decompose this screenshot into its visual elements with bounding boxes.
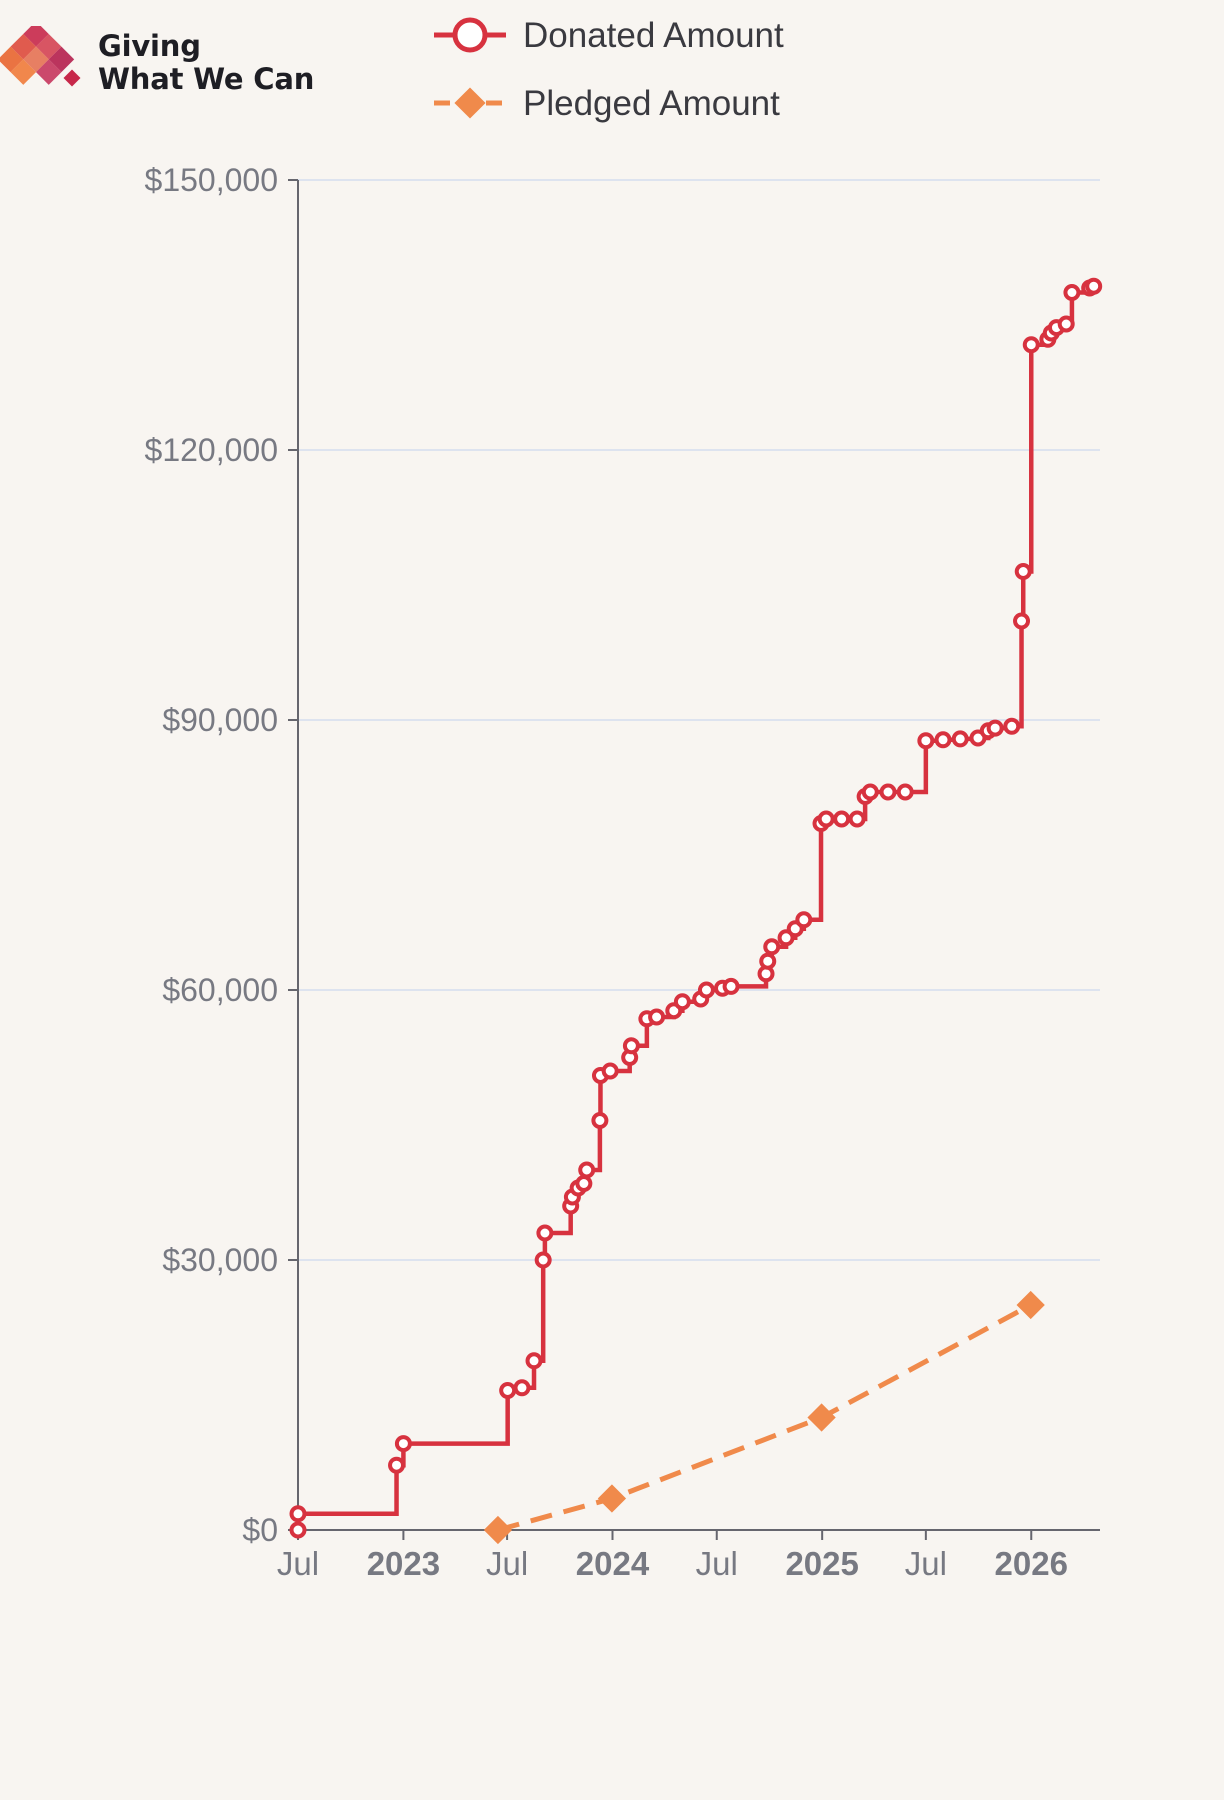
donated-point xyxy=(289,1505,307,1523)
x-tick-label: 2024 xyxy=(576,1545,650,1582)
donated-point xyxy=(848,810,866,828)
chart-legend: Donated Amount Pledged Amount xyxy=(434,16,784,123)
logo-mark-icon xyxy=(0,26,81,87)
pledged-point xyxy=(1016,1290,1045,1320)
donated-point xyxy=(1063,284,1081,301)
donated-point xyxy=(601,1062,619,1080)
donated-point xyxy=(1085,277,1103,295)
donated-point xyxy=(1014,563,1032,580)
legend-item-donated: Donated Amount xyxy=(434,16,784,55)
legend-donated-label: Donated Amount xyxy=(523,16,784,55)
donated-point xyxy=(1057,315,1075,333)
grid-lines xyxy=(298,179,1100,1261)
donated-point xyxy=(763,938,781,956)
y-tick-label: $60,000 xyxy=(162,972,278,1008)
chart-series xyxy=(289,277,1103,1545)
donated-point xyxy=(499,1382,517,1399)
legend-pledged-label: Pledged Amount xyxy=(523,84,780,123)
donated-point xyxy=(394,1435,412,1453)
pledged-point xyxy=(597,1484,627,1513)
donated-point xyxy=(861,783,879,801)
donated-point xyxy=(697,981,715,999)
legend-donated-marker xyxy=(452,17,488,53)
legend-item-pledged: Pledged Amount xyxy=(434,84,780,123)
donated-point xyxy=(986,719,1004,737)
donated-point xyxy=(388,1456,406,1474)
pledged-point xyxy=(807,1403,836,1432)
donated-point xyxy=(896,783,914,801)
y-tick-label: $0 xyxy=(242,1512,278,1548)
x-tick-label: 2025 xyxy=(785,1545,858,1582)
donated-point xyxy=(648,1008,666,1026)
donated-point xyxy=(759,952,777,970)
donated-point xyxy=(951,730,969,748)
donated-point xyxy=(833,810,851,828)
pledged-point xyxy=(483,1515,513,1545)
donated-series-line xyxy=(295,285,1096,1530)
legend-pledged-marker xyxy=(454,87,486,119)
donated-point xyxy=(534,1251,552,1269)
donated-point xyxy=(934,731,952,749)
y-tick-label: $90,000 xyxy=(162,702,278,738)
x-tick-label: 2026 xyxy=(995,1545,1068,1582)
pledged-series-line xyxy=(497,1302,1032,1533)
donated-point xyxy=(879,783,897,801)
donated-point xyxy=(578,1161,596,1179)
donated-point xyxy=(1022,336,1040,354)
donated-point xyxy=(591,1112,609,1129)
x-tick-label: Jul xyxy=(905,1545,947,1582)
x-tick-label: Jul xyxy=(486,1545,528,1582)
x-axis-ticks: Jul 2023 Jul 2024 Jul 2025 Jul 2026 xyxy=(277,1530,1068,1582)
donated-point xyxy=(795,911,813,929)
donated-point xyxy=(673,993,691,1011)
x-tick-label: Jul xyxy=(277,1545,319,1582)
donated-point xyxy=(722,977,740,995)
y-axis-ticks: $0 $30,000 $60,000 $90,000 $120,000 $150,000 xyxy=(145,162,298,1548)
donated-point xyxy=(513,1379,531,1397)
donated-point xyxy=(817,810,835,828)
logo-wordmark: Giving What We Can xyxy=(98,30,314,96)
donated-point xyxy=(1013,612,1031,630)
y-tick-label: $120,000 xyxy=(145,432,278,468)
y-tick-label: $150,000 xyxy=(145,162,278,198)
donated-point xyxy=(622,1037,640,1055)
donated-point xyxy=(536,1224,554,1242)
x-tick-label: 2023 xyxy=(367,1545,440,1582)
donated-point xyxy=(575,1175,593,1192)
donated-point xyxy=(525,1352,543,1370)
x-tick-label: Jul xyxy=(696,1545,738,1582)
giving-what-we-can-logo: Giving What We Can xyxy=(0,26,320,96)
donated-point xyxy=(917,732,935,750)
logo-line-2: What We Can xyxy=(98,62,315,96)
chart-axes xyxy=(297,180,1100,1531)
logo-line-1: Giving xyxy=(98,29,201,63)
donated-point xyxy=(289,1521,307,1539)
donated-point xyxy=(1003,717,1021,735)
y-tick-label: $30,000 xyxy=(162,1242,278,1278)
